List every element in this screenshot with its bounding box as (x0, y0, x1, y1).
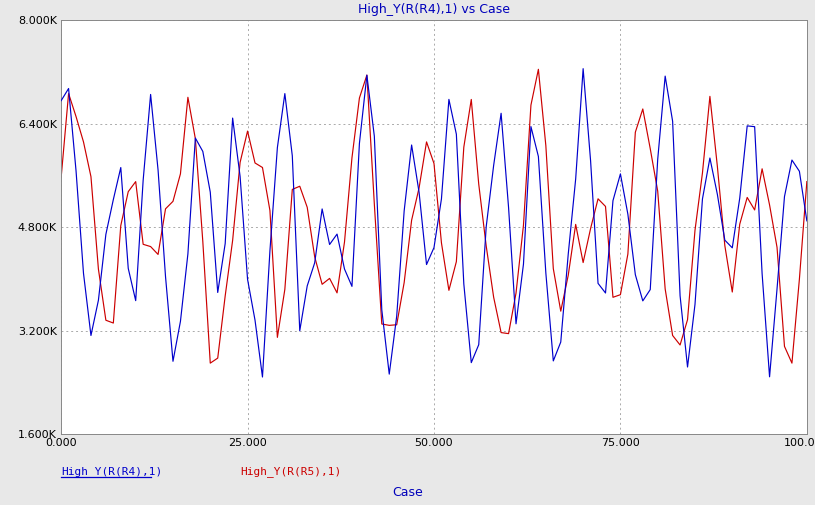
Title: High_Y(R(R4),1) vs Case: High_Y(R(R4),1) vs Case (358, 3, 510, 16)
Text: High_Y(R(R5),1): High_Y(R(R5),1) (240, 466, 341, 477)
Text: High_Y(R(R4),1): High_Y(R(R4),1) (61, 466, 162, 477)
Text: Case: Case (392, 486, 423, 499)
